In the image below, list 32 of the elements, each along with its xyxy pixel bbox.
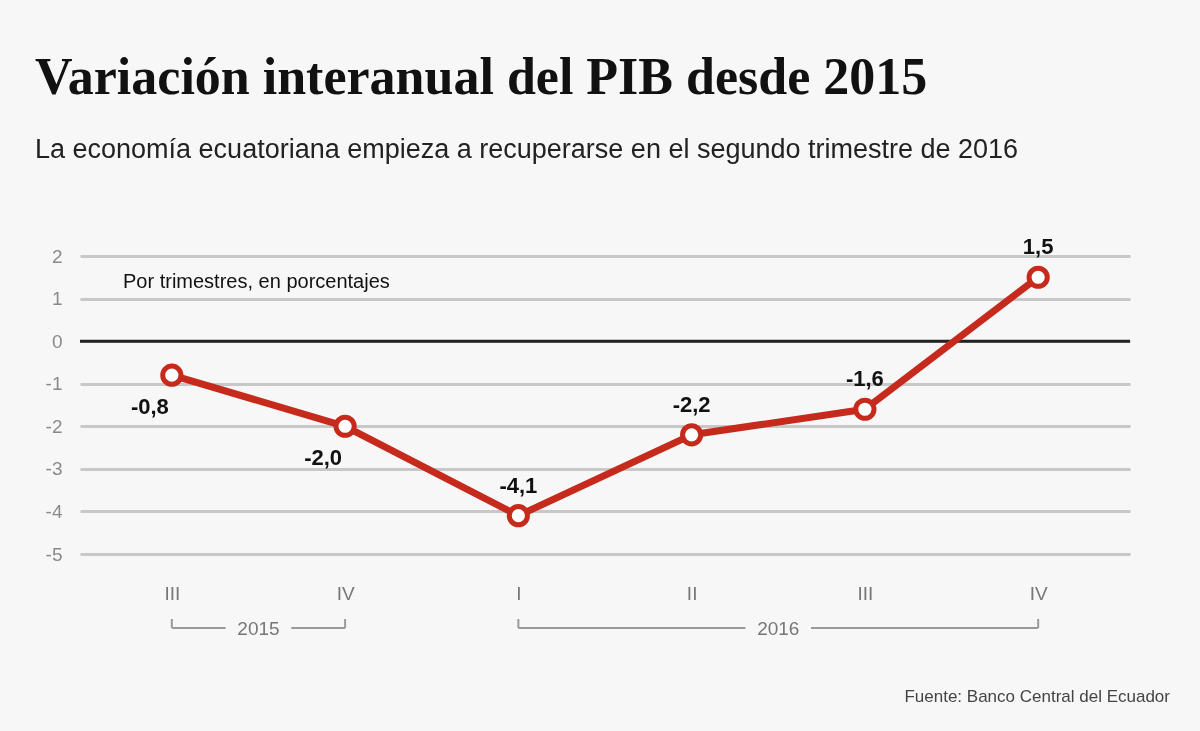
y-tick-label: -4 <box>45 500 63 522</box>
data-label: -1,6 <box>845 366 884 392</box>
x-tick-label: III <box>857 582 874 604</box>
x-tick-label: I <box>516 582 522 604</box>
data-label: 1,5 <box>1022 234 1054 260</box>
y-tick-label: -3 <box>45 458 63 480</box>
y-tick-label: 1 <box>51 288 63 310</box>
point <box>506 504 530 528</box>
text: 2016 <box>757 618 800 639</box>
chart-title: Variación interanual del PIB desde 2015 <box>35 48 928 106</box>
chart-subtitle: La economía ecuatoriana empieza a recuperarse en el segundo trimestre de 2016 <box>35 134 1019 165</box>
data-label: -0,8 <box>130 394 169 420</box>
y-tick-label: -1 <box>45 373 63 395</box>
y-tick-label: 2 <box>51 245 63 267</box>
y-tick-label: 0 <box>51 330 63 352</box>
point <box>160 363 184 387</box>
text: 2015 <box>237 618 280 639</box>
data-label: -2,2 <box>672 391 711 417</box>
x-tick-label: IV <box>1029 582 1048 604</box>
source-note: Fuente: Banco Central del Ecuador <box>904 687 1171 706</box>
annotation: Por trimestres, en porcentajes <box>123 270 390 292</box>
x-tick-label: II <box>686 582 698 604</box>
data-label: -2,0 <box>304 445 343 471</box>
point <box>680 423 704 447</box>
y-tick-label: -5 <box>45 543 63 565</box>
point <box>333 414 357 438</box>
data-label: -4,1 <box>499 472 538 498</box>
point <box>853 397 877 421</box>
x-tick-label: IV <box>336 582 355 604</box>
y-tick-label: -2 <box>45 415 63 437</box>
point <box>1026 265 1050 289</box>
x-tick-label: III <box>164 582 181 604</box>
